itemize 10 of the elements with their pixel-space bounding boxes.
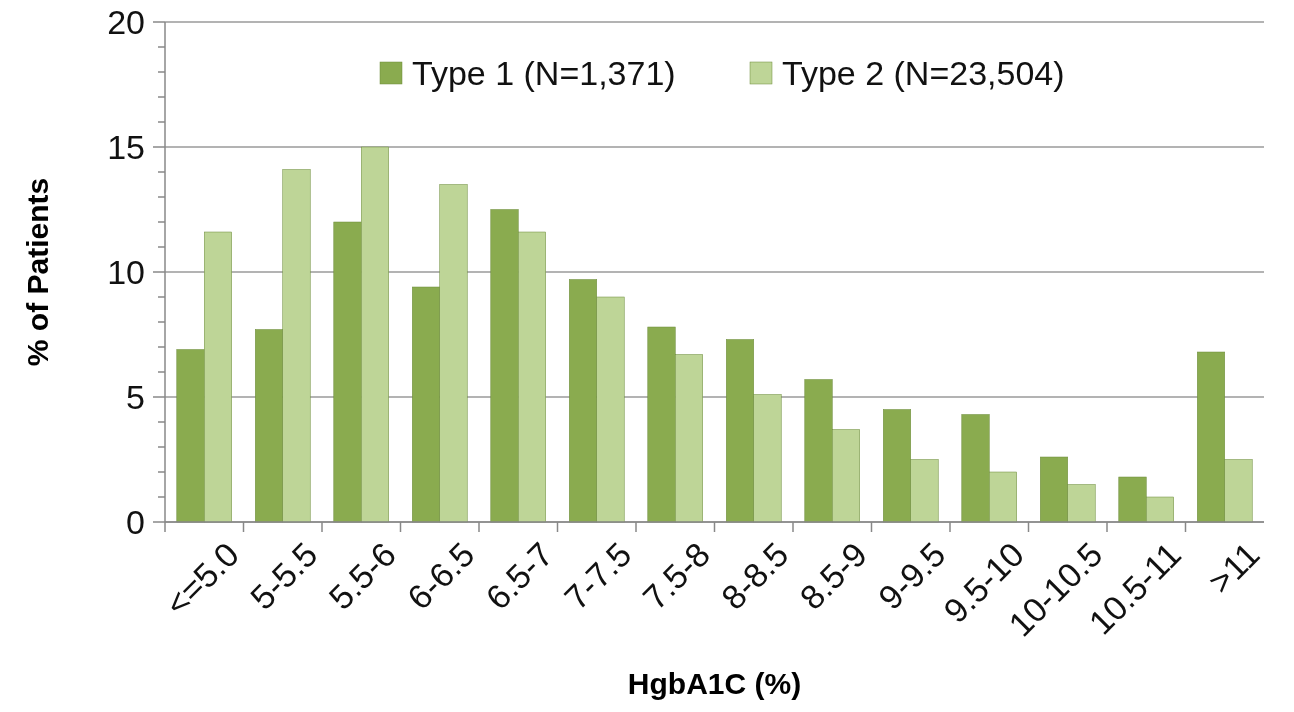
y-tick-label: 5 — [126, 377, 145, 416]
legend-label: Type 1 (N=1,371) — [412, 53, 676, 92]
y-axis-title: % of Patients — [21, 177, 54, 367]
y-tick-label: 10 — [107, 252, 145, 291]
x-axis-title: HgbA1C (%) — [627, 667, 802, 700]
y-tick-label: 0 — [126, 502, 145, 541]
legend-label: Type 2 (N=23,504) — [782, 53, 1065, 92]
y-tick-label: 15 — [107, 127, 145, 166]
y-tick-label: 20 — [107, 2, 145, 41]
x-tick-label: >11 — [1200, 534, 1267, 601]
